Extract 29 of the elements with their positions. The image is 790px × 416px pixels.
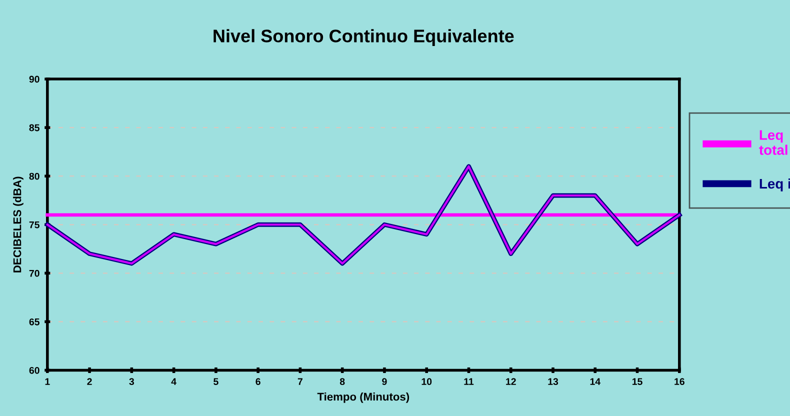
- x-tick-label: 10: [422, 378, 432, 386]
- line-series: [45, 164, 682, 266]
- legend-label: Leq total: [759, 130, 788, 155]
- y-tick-label: 65: [29, 318, 40, 326]
- y-tick-label: 70: [29, 270, 40, 277]
- y-tick-label: 60: [29, 366, 40, 374]
- x-tick-label: 4: [171, 378, 176, 385]
- x-tick-label: 11: [464, 378, 474, 385]
- x-tick-label: 9: [382, 378, 387, 386]
- x-tick-label: 3: [129, 378, 134, 386]
- x-tick-label: 5: [214, 378, 218, 386]
- y-tick-label: 80: [29, 172, 40, 180]
- x-tick-label: 15: [632, 378, 642, 386]
- legend-label: Leq i: [760, 178, 790, 192]
- y-tick-label: 90: [29, 76, 40, 83]
- y-tick-label: 85: [29, 124, 40, 132]
- x-tick-label: 6: [256, 378, 260, 386]
- chart-title: Nivel Sonoro Continuo Equivalente: [214, 29, 514, 46]
- x-tick-label: 7: [298, 378, 302, 385]
- x-tick-label: 16: [674, 378, 684, 386]
- x-tick-label: 1: [45, 378, 50, 385]
- x-tick-label: 8: [340, 378, 345, 386]
- x-tick-label: 2: [87, 378, 92, 385]
- y-axis-title: DECIBELES (dBA): [13, 176, 24, 272]
- x-axis-title: Tiempo (Minutos): [317, 392, 410, 403]
- y-tick-label: 75: [29, 221, 40, 228]
- x-tick-label: 14: [590, 378, 600, 385]
- x-tick-label: 13: [548, 378, 558, 386]
- x-tick-label: 12: [506, 378, 516, 385]
